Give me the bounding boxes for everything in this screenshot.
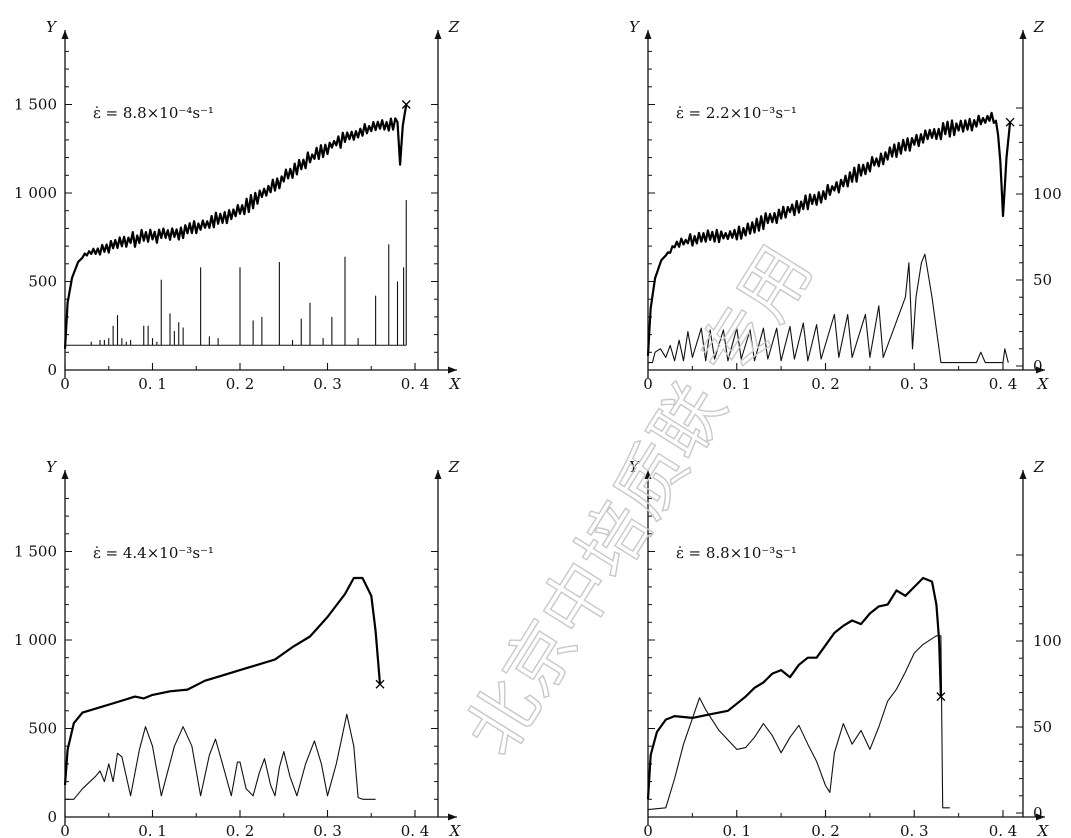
- fracture-marker: [1005, 117, 1015, 127]
- x-tick-label: 0. 2: [811, 822, 840, 838]
- chart-panel-2: Y X Z 0 0. 1 0. 2 0. 3 0. 4 0 50 100 ε̇ = 2.2×10⁻³s…: [629, 18, 1062, 393]
- x-axis-arrow: [448, 813, 457, 821]
- z-axis-arrow: [1019, 30, 1027, 39]
- fracture-marker: [936, 692, 946, 702]
- x-tick-label: 0: [643, 375, 653, 393]
- chart-panel-4: Y X Z 0 0. 1 0. 2 0. 3 0. 4 0 50 100 ε̇ = 8.8×10⁻³s…: [629, 458, 1062, 838]
- z-axis-label: Z: [1033, 458, 1045, 476]
- z-tick-label: 50: [1033, 718, 1052, 736]
- event-curve: [648, 253, 1009, 364]
- z-tick-label: 100: [1033, 632, 1062, 650]
- strain-rate-label: ε̇ = 4.4×10⁻³s⁻¹: [93, 544, 214, 562]
- chart-panel-3: Y X Z 0 0. 1 0. 2 0. 3 0. 4 0 500 1 000 1 500 ε̇ = 4…: [14, 458, 462, 838]
- z-axis-arrow: [434, 30, 442, 39]
- y-axis-arrow: [644, 470, 652, 479]
- chart-panel-1: Y X Z 0 0. 1 0. 2 0. 3 0. 4 0 500 1 000 1 500 ε̇ = 8…: [14, 18, 462, 393]
- stress-curve: [646, 576, 942, 800]
- x-tick-label: 0. 2: [226, 375, 255, 393]
- x-tick-label: 0. 3: [313, 375, 342, 393]
- x-tick-label: 0: [60, 822, 70, 838]
- x-tick-label: 0. 3: [900, 822, 929, 838]
- strain-rate-label: ε̇ = 8.8×10⁻³s⁻¹: [676, 544, 797, 562]
- x-tick-label: 0: [643, 822, 653, 838]
- stress-curve: [63, 576, 382, 786]
- x-tick-label: 0. 1: [722, 822, 751, 838]
- x-axis-arrow: [448, 366, 457, 374]
- x-axis-arrow: [1036, 366, 1045, 374]
- x-tick-label: 0. 4: [401, 822, 430, 838]
- x-tick-label: 0. 1: [722, 375, 751, 393]
- x-axis-arrow: [1036, 813, 1045, 821]
- z-axis-label: Z: [1033, 18, 1045, 36]
- z-axis-arrow: [434, 470, 442, 479]
- event-curve: [65, 713, 376, 800]
- z-axis-label: Z: [448, 458, 460, 476]
- z-tick-label: 0: [1033, 357, 1043, 375]
- x-tick-label: 0. 2: [226, 822, 255, 838]
- y-axis-arrow: [61, 30, 69, 39]
- z-axis-label: Z: [448, 18, 460, 36]
- fracture-marker: [401, 100, 411, 109]
- x-tick-label: 0. 2: [811, 375, 840, 393]
- x-tick-label: 0. 1: [138, 375, 167, 393]
- y-tick-label: 0: [47, 361, 57, 379]
- x-tick-label: 0. 4: [989, 822, 1018, 838]
- x-tick-label: 0. 4: [401, 375, 430, 393]
- y-tick-label: 1 000: [14, 631, 57, 649]
- strain-rate-label: ε̇ = 8.8×10⁻⁴s⁻¹: [93, 104, 214, 122]
- strain-rate-label: ε̇ = 2.2×10⁻³s⁻¹: [676, 104, 797, 122]
- x-tick-label: 0. 3: [900, 375, 929, 393]
- y-tick-label: 500: [28, 720, 57, 738]
- y-tick-label: 1 000: [14, 184, 57, 202]
- stress-curve: [63, 104, 408, 349]
- x-tick-label: 0: [60, 375, 70, 393]
- y-tick-label: 0: [47, 808, 57, 826]
- z-tick-label: 50: [1033, 271, 1052, 289]
- watermark-text: 北京中培质联 专用: [450, 232, 828, 769]
- y-tick-label: 1 500: [14, 543, 57, 561]
- fracture-marker: [375, 679, 385, 689]
- y-axis-arrow: [61, 470, 69, 479]
- y-axis-label: Y: [629, 18, 641, 36]
- z-tick-label: 0: [1033, 804, 1043, 822]
- x-tick-label: 0. 3: [313, 822, 342, 838]
- y-axis-label: Y: [46, 18, 58, 36]
- x-axis-label: X: [1037, 822, 1050, 838]
- y-axis-arrow: [644, 30, 652, 39]
- stress-curve: [646, 111, 1012, 356]
- y-tick-label: 1 500: [14, 96, 57, 114]
- z-axis-arrow: [1019, 470, 1027, 479]
- x-tick-label: 0. 1: [138, 822, 167, 838]
- y-axis-label: Y: [46, 458, 58, 476]
- z-tick-label: 100: [1033, 185, 1062, 203]
- y-tick-label: 500: [28, 273, 57, 291]
- x-axis-label: X: [449, 822, 462, 838]
- x-tick-label: 0. 4: [989, 375, 1018, 393]
- x-axis-label: X: [1037, 375, 1050, 393]
- x-axis-label: X: [449, 375, 462, 393]
- event-curve: [647, 635, 950, 811]
- y-axis-label: Y: [629, 458, 641, 476]
